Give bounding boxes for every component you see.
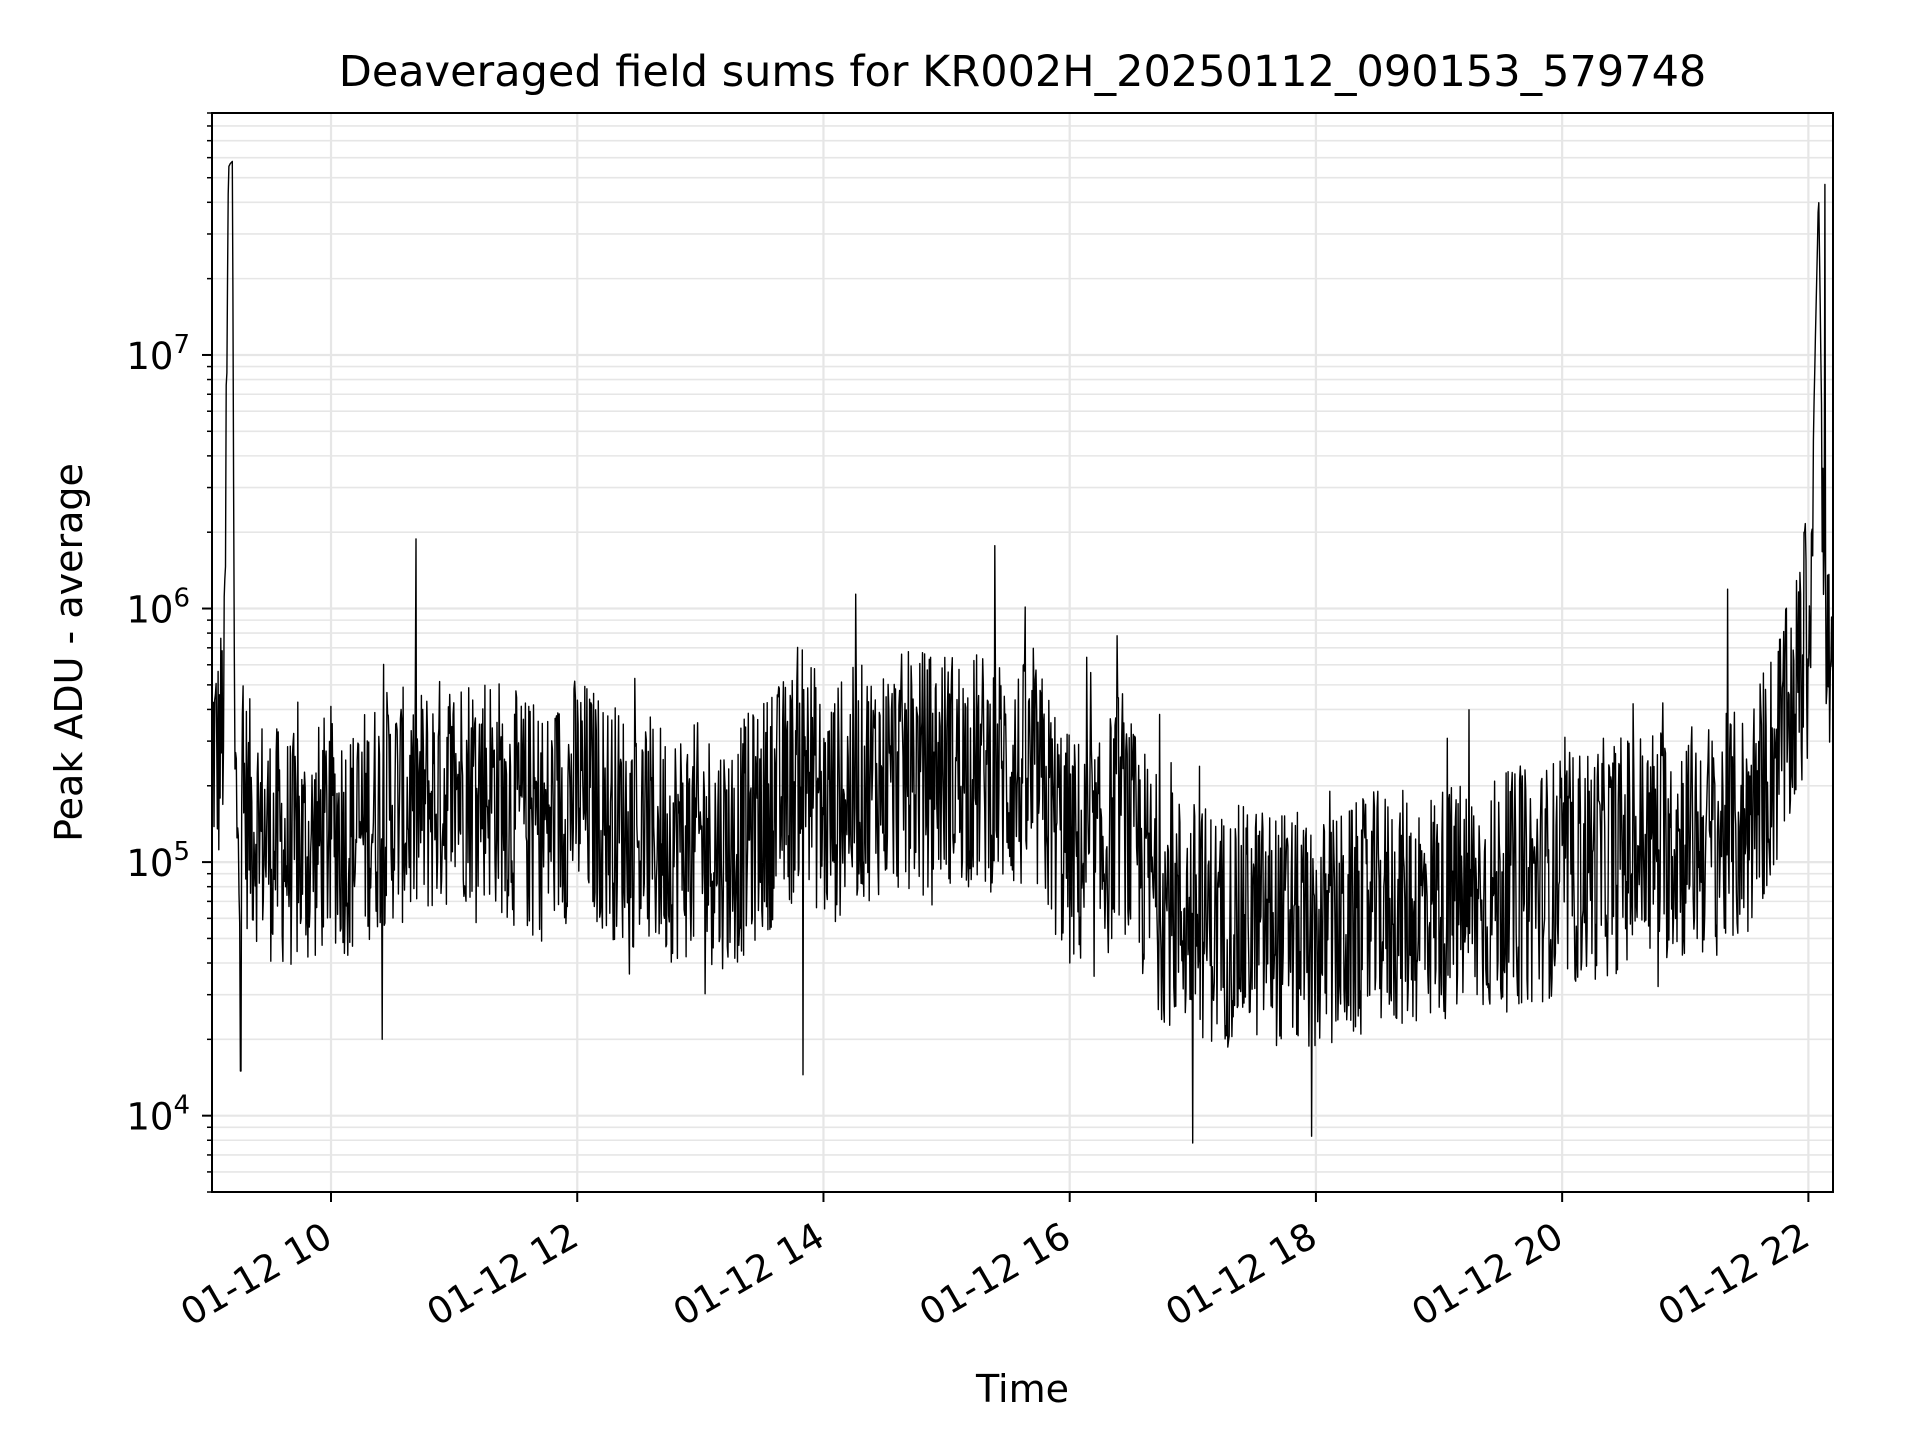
y-axis-label: Peak ADU - average [47,463,91,842]
y-tick-label: 105 [126,837,190,885]
plot-frame [211,112,1834,1193]
y-tick-label: 106 [126,584,190,632]
grid [212,112,1833,1193]
x-axis-label: Time [975,1367,1069,1411]
series-line [211,160,1834,1144]
y-tick-label: 104 [126,1091,190,1139]
chart-title: Deaveraged field sums for KR002H_2025011… [339,47,1707,97]
y-tick-label: 107 [126,330,190,378]
series-line-group [211,160,1834,1144]
